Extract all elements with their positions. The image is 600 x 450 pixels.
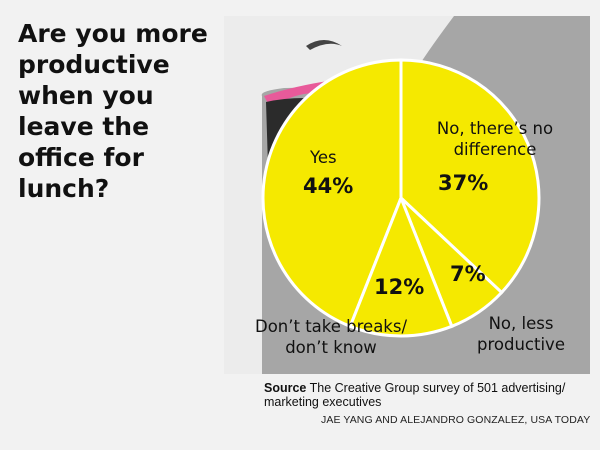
source-note: Source The Creative Group survey of 501 … [264,381,594,409]
slice-yes [261,58,403,329]
slice-label-no-breaks: Don’t take breaks/ don’t know [254,317,408,357]
chart-title: Are you more productive when you leave t… [18,19,208,203]
slice-value-yes: 44% [303,174,354,198]
source-prefix: Source [264,381,307,395]
pie-chart-panel: Yes 44% No, there’s no difference 37% 7%… [224,16,590,374]
slice-label-less-productive: No, less productive [477,314,565,354]
slice-label-no-difference: No, there’s no difference [436,119,554,159]
credit-line: JAE YANG AND ALEJANDRO GONZALEZ, USA TOD… [321,414,591,426]
slice-value-no-difference: 37% [438,171,489,195]
pie-chart [224,16,541,374]
slice-no-breaks [348,193,454,338]
nostril-shape [306,40,342,50]
source-text: The Creative Group survey of 501 adverti… [264,381,566,409]
slice-value-less-productive: 7% [450,262,486,286]
slice-no-difference [399,58,541,295]
slice-label-yes: Yes [310,148,337,167]
slice-value-no-breaks: 12% [374,275,425,299]
